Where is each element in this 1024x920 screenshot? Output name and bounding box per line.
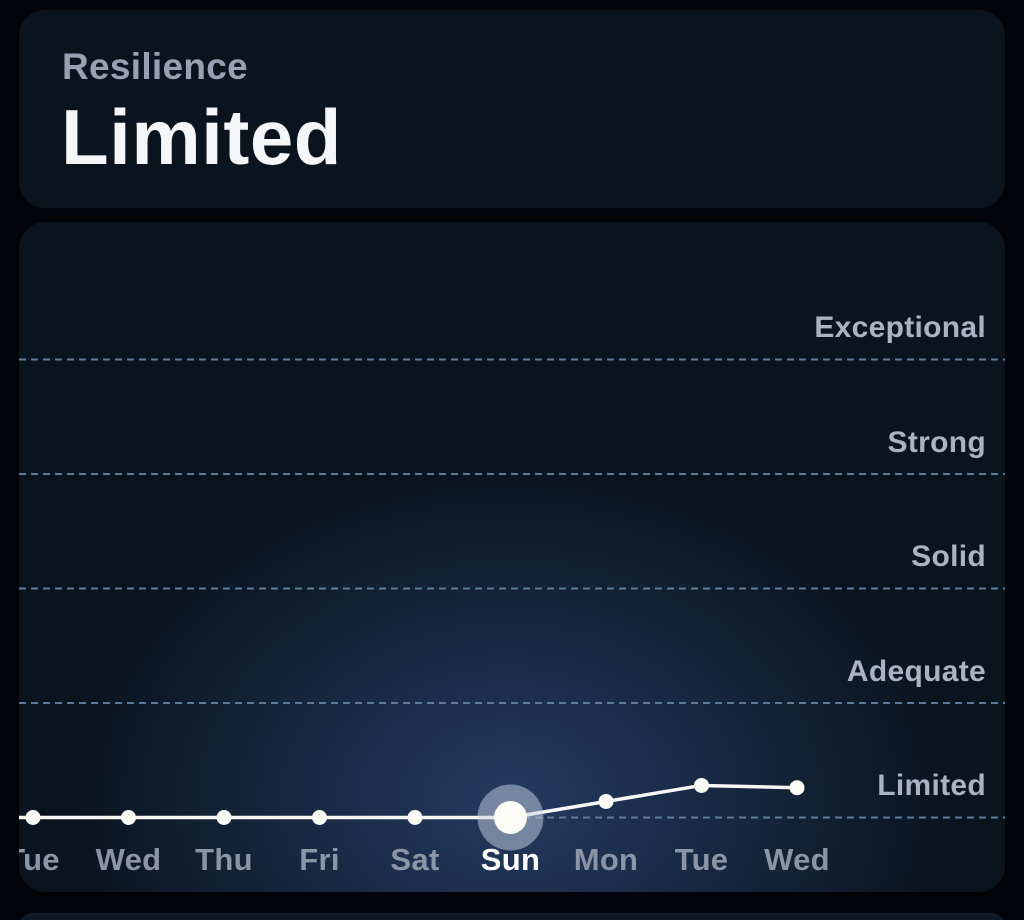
level-label-strong: Strong bbox=[887, 425, 986, 459]
resilience-chart-card[interactable]: Exceptional Strong Solid Adequate Limited Tu… bbox=[19, 222, 1005, 892]
resilience-line-chart[interactable] bbox=[19, 222, 1005, 892]
day-marker bbox=[694, 777, 709, 793]
day-marker bbox=[312, 810, 327, 825]
day-marker bbox=[216, 810, 232, 825]
day-label-2-thu[interactable]: Thu bbox=[195, 842, 253, 877]
level-label-solid: Solid bbox=[911, 540, 986, 573]
day-label-7-tue[interactable]: Tue bbox=[674, 842, 729, 877]
day-label-3-fri[interactable]: Fri bbox=[299, 842, 340, 877]
day-marker bbox=[407, 810, 423, 825]
trend-line bbox=[19, 783, 799, 820]
day-label-4-sat[interactable]: Sat bbox=[390, 842, 440, 877]
day-marker bbox=[598, 793, 614, 809]
next-card-peek[interactable] bbox=[19, 913, 1005, 920]
day-label-5-sun[interactable]: Sun bbox=[480, 842, 541, 877]
level-label-exceptional: Exceptional bbox=[814, 311, 986, 344]
day-label-1-wed[interactable]: Wed bbox=[95, 842, 162, 877]
level-label-limited: Limited bbox=[877, 769, 986, 802]
level-label-adequate: Adequate bbox=[846, 654, 986, 688]
day-marker bbox=[121, 810, 136, 825]
day-marker bbox=[789, 780, 805, 796]
metric-title: Resilience bbox=[62, 46, 249, 87]
selected-day-marker[interactable] bbox=[494, 801, 527, 834]
day-label-0-tue[interactable]: Tue bbox=[19, 842, 60, 877]
metric-value: Limited bbox=[61, 93, 342, 181]
day-label-8-wed[interactable]: Wed bbox=[764, 842, 830, 877]
day-marker bbox=[25, 810, 41, 825]
day-label-6-mon[interactable]: Mon bbox=[573, 842, 639, 877]
resilience-summary-card: Resilience Limited bbox=[19, 10, 1005, 208]
